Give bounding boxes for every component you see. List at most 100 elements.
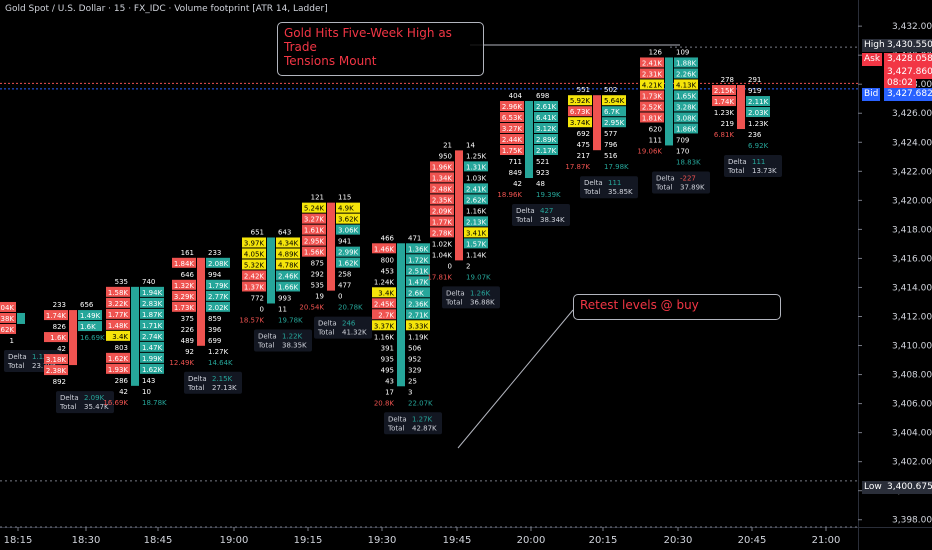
last-price: 3,427.860 <box>884 66 932 79</box>
sell-volume: 6.81K <box>714 131 735 139</box>
sell-volume: 1.23K <box>714 109 735 117</box>
sell-volume: 1.24K <box>374 278 395 286</box>
buy-volume: 3.28K <box>676 103 697 111</box>
sell-volume: 121 <box>311 194 324 202</box>
sell-volume: 535 <box>115 278 128 286</box>
sell-volume: 6.53K <box>502 114 523 122</box>
buy-volume: 2.46K <box>278 272 299 280</box>
buy-volume: 2.03K <box>748 109 769 117</box>
buy-volume: 258 <box>338 271 351 279</box>
delta-value: 111 <box>608 179 621 187</box>
sell-cell-bg <box>500 123 524 134</box>
sell-volume: 19.06K <box>637 147 662 155</box>
buy-volume: 236 <box>748 131 762 139</box>
price-tick-label: 3,406.000 <box>892 400 932 410</box>
retest-callout[interactable]: Retest levels @ buy <box>573 294 781 320</box>
total-label: Total <box>7 362 24 370</box>
sell-cell-bg <box>430 161 454 172</box>
delta-box <box>724 155 782 178</box>
sell-volume: 5.32K <box>244 261 265 269</box>
sell-volume: 1.16K <box>374 333 395 341</box>
sell-cell-bg <box>172 257 196 268</box>
buy-volume: 3.62K <box>338 216 359 224</box>
sell-volume: 42 <box>119 388 128 396</box>
sell-volume: 3.29K <box>174 293 195 301</box>
sell-volume: 620 <box>649 125 662 133</box>
buy-volume: 1.36K <box>408 245 429 253</box>
buy-volume: 2.11K <box>748 98 769 106</box>
sell-volume: 2.41K <box>642 59 663 67</box>
buy-volume: 2.02K <box>208 304 229 312</box>
buy-cell-bg <box>276 270 300 281</box>
buy-volume: 471 <box>408 234 421 242</box>
sell-volume: 217 <box>577 152 590 160</box>
total-label: Total <box>727 167 744 175</box>
retest-callout-connector <box>457 309 574 449</box>
sell-volume: 18.57K <box>239 316 264 324</box>
sell-volume: 3.4K <box>378 289 394 297</box>
buy-volume: 2.17K <box>536 147 557 155</box>
buy-cell-bg <box>602 106 626 117</box>
buy-volume: 0 <box>338 293 342 301</box>
buy-cell-bg <box>746 107 770 118</box>
sell-cell-bg <box>640 57 664 68</box>
buy-cell-bg <box>206 290 230 301</box>
buy-volume: 1.99K <box>142 355 163 363</box>
buy-volume: 4.34K <box>278 239 299 247</box>
buy-cell-bg <box>336 257 360 268</box>
buy-cell-bg <box>464 238 488 249</box>
total-label: Total <box>655 183 672 191</box>
delta-box <box>580 176 638 199</box>
sell-volume: 2.95K <box>304 238 325 246</box>
sell-volume: 2.96K <box>502 103 523 111</box>
buy-volume: 1.57K <box>466 240 487 248</box>
buy-cell-bg <box>276 237 300 248</box>
price-tick-label: 3,412.000 <box>892 312 932 322</box>
buy-volume: 2.36K <box>408 300 429 308</box>
sell-cell-bg <box>106 297 130 308</box>
buy-cell-bg <box>78 321 102 332</box>
candle-body <box>17 312 25 324</box>
sell-volume: 950 <box>439 152 452 160</box>
sell-volume: 17.81K <box>427 273 452 281</box>
buy-volume: 699 <box>208 337 221 345</box>
buy-volume: 1.49K <box>80 312 101 320</box>
chart-title: Gold Spot / U.S. Dollar · 15 · FX_IDC · … <box>5 4 328 14</box>
delta-box <box>314 316 372 339</box>
delta-value: 1.26K <box>470 289 491 297</box>
buy-volume: 291 <box>748 76 761 84</box>
sell-cell-bg <box>302 224 326 235</box>
buy-volume: 4.9K <box>338 205 354 213</box>
buy-volume: 14 <box>466 141 475 149</box>
news-callout[interactable]: Gold Hits Five-Week High as Trade Tensio… <box>277 22 484 76</box>
buy-volume: 2.74K <box>142 333 163 341</box>
buy-volume: 2.77K <box>208 293 229 301</box>
delta-value: 427 <box>540 207 553 215</box>
delta-value: 1.27K <box>412 415 433 423</box>
delta-value: 246 <box>342 320 356 328</box>
delta-box <box>254 329 312 352</box>
buy-volume: 994 <box>208 271 222 279</box>
sell-volume: 1.48K <box>108 322 129 330</box>
total-label: Total <box>187 384 204 392</box>
sell-cell-bg <box>640 90 664 101</box>
buy-volume: 2.89K <box>536 136 557 144</box>
sell-volume: 651 <box>251 228 264 236</box>
price-tick-label: 3,432.000 <box>892 22 932 32</box>
price-tick-label: 3,426.000 <box>892 109 932 119</box>
buy-volume: 1.65K <box>676 92 697 100</box>
delta-label: Delta <box>60 394 79 402</box>
sell-volume: 1.37K <box>244 283 265 291</box>
total-value: 37.89K <box>680 183 705 191</box>
price-tick-label: 3,408.000 <box>892 371 932 381</box>
ask-price: 3,428.058 <box>884 53 932 66</box>
buy-volume: 4.13K <box>676 81 697 89</box>
sell-cell-bg <box>44 354 68 365</box>
sell-volume: 1.62K <box>0 326 14 334</box>
candle-body <box>327 202 335 291</box>
sell-cell-bg <box>172 301 196 312</box>
delta-value: -227 <box>680 174 696 182</box>
buy-volume: 48 <box>536 180 545 188</box>
